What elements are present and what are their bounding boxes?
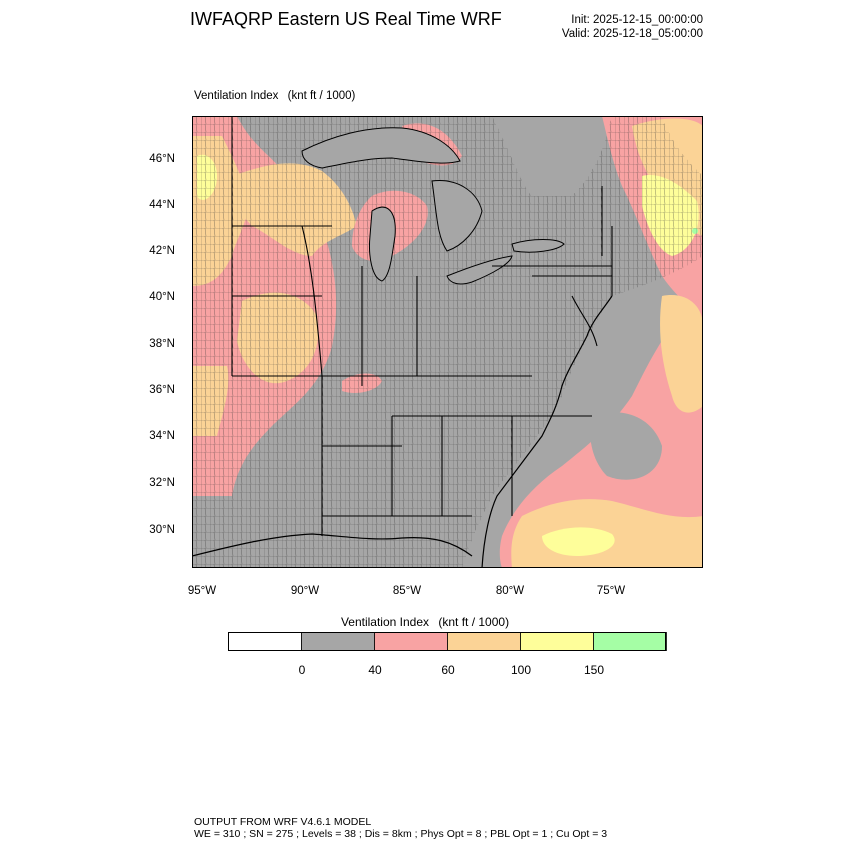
lat-label: 46°N bbox=[149, 153, 175, 165]
field-name: Ventilation Index bbox=[194, 90, 279, 102]
colorbar-level: 100 bbox=[510, 663, 532, 677]
atlantic-pink-zone bbox=[499, 296, 703, 568]
field-units: (knt ft / 1000) bbox=[287, 90, 356, 102]
lake-superior bbox=[301, 127, 461, 169]
lon-label: 75°W bbox=[596, 585, 626, 597]
colorbar-units: (knt ft / 1000) bbox=[438, 615, 510, 629]
colorbar-level: 60 bbox=[441, 663, 455, 677]
lat-label: 38°N bbox=[149, 338, 175, 350]
gulf-coastline bbox=[192, 533, 473, 557]
county-lines bbox=[192, 116, 703, 568]
colorbar-segment bbox=[374, 632, 448, 651]
lat-label: 34°N bbox=[149, 430, 175, 442]
atlantic-gray-patch bbox=[590, 412, 662, 480]
colorbar-name: Ventilation Index bbox=[340, 615, 430, 629]
valid-time: Valid: 2025-12-18_05:00:00 bbox=[561, 28, 703, 40]
field-label: Ventilation Index (knt ft / 1000) bbox=[194, 90, 361, 102]
lake-michigan bbox=[369, 206, 396, 282]
colorbar-level: 150 bbox=[583, 663, 605, 677]
lat-label: 44°N bbox=[149, 199, 175, 211]
lon-label: 85°W bbox=[392, 585, 422, 597]
model-info: OUTPUT FROM WRF V4.6.1 MODEL WE = 310 ; … bbox=[194, 816, 607, 840]
lon-label: 95°W bbox=[187, 585, 217, 597]
lake-erie bbox=[446, 255, 513, 285]
lon-label: 90°W bbox=[290, 585, 320, 597]
lat-label: 40°N bbox=[149, 291, 175, 303]
lon-label: 80°W bbox=[495, 585, 525, 597]
colorbar-segment bbox=[228, 632, 302, 651]
lat-label: 30°N bbox=[149, 524, 175, 536]
colorbar-segment bbox=[520, 632, 594, 651]
colorbar-segment bbox=[447, 632, 521, 651]
model-info-line2: WE = 310 ; SN = 275 ; Levels = 38 ; Dis … bbox=[194, 828, 608, 840]
lat-label: 42°N bbox=[149, 245, 175, 257]
colorbar-segment bbox=[301, 632, 375, 651]
time-info: Init: 2025-12-15_00:00:00 Valid: 2025-12… bbox=[562, 13, 703, 41]
colorbar-level: 40 bbox=[368, 663, 382, 677]
model-info-line1: OUTPUT FROM WRF V4.6.1 MODEL bbox=[194, 816, 372, 828]
colorbar-title: Ventilation Index (knt ft / 1000) bbox=[0, 615, 850, 629]
state-borders bbox=[231, 116, 613, 536]
init-time: Init: 2025-12-15_00:00:00 bbox=[571, 14, 703, 26]
atlantic-yellow-zone bbox=[542, 527, 615, 556]
lake-huron bbox=[431, 180, 483, 252]
colorbar-segment bbox=[593, 632, 667, 651]
lake-ontario bbox=[511, 239, 565, 253]
colorbar bbox=[228, 632, 667, 651]
atlantic-coastline bbox=[481, 295, 613, 568]
lat-label: 36°N bbox=[149, 384, 175, 396]
ventilation-index-map bbox=[192, 116, 703, 568]
atlantic-orange-zone-1 bbox=[660, 295, 703, 413]
lat-label: 32°N bbox=[149, 477, 175, 489]
colorbar-level: 0 bbox=[298, 663, 306, 677]
page-title: IWFAQRP Eastern US Real Time WRF bbox=[190, 9, 502, 29]
